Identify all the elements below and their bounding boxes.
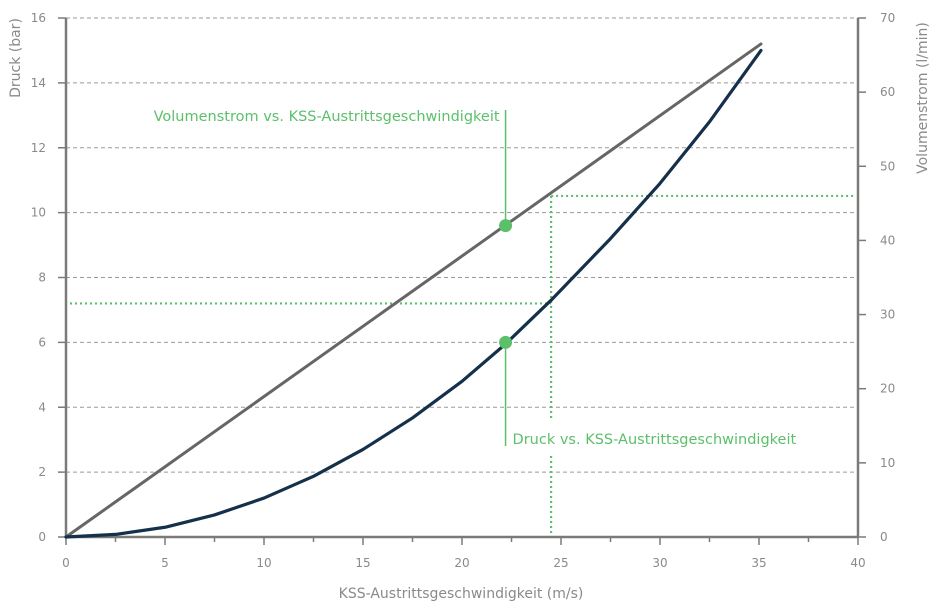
x-tick-label: 0 <box>62 556 70 570</box>
y-left-tick-label: 14 <box>31 76 46 90</box>
y-left-tick-label: 0 <box>38 530 46 544</box>
marker-flow <box>499 219 513 233</box>
annotation-pressure-label: Druck vs. KSS-Austrittsgeschwindigkeit <box>513 432 797 448</box>
y-left-tick-label: 16 <box>31 11 46 25</box>
y-axis-right-title: Volumenstrom (l/min) <box>915 22 931 174</box>
y-left-tick-label: 12 <box>31 141 46 155</box>
annotations: Volumenstrom vs. KSS-Austrittsgeschwindi… <box>154 109 797 448</box>
x-tick-label: 25 <box>553 556 568 570</box>
series-line-pressure <box>64 48 763 539</box>
y-right-tick-label: 70 <box>880 11 895 25</box>
reference-lines <box>70 194 856 533</box>
y-left-tick-label: 6 <box>38 335 46 349</box>
annotation-flow-label: Volumenstrom vs. KSS-Austrittsgeschwindi… <box>154 109 500 125</box>
y-left-tick-label: 8 <box>38 271 46 285</box>
y-left-tick-label: 4 <box>38 400 46 414</box>
y-right-tick-label: 40 <box>880 233 895 247</box>
x-tick-label: 5 <box>161 556 169 570</box>
y-right-tick-label: 50 <box>880 159 895 173</box>
series-lines <box>64 42 763 539</box>
y-right-tick-label: 30 <box>880 308 895 322</box>
axes <box>58 17 866 545</box>
y-right-tick-label: 0 <box>880 530 888 544</box>
tick-labels: 0 2 4 6 8 10 12 14 16 0 10 20 30 40 50 60 70 0 5 10 15 20 25 30… <box>31 11 896 570</box>
grid-lines <box>66 17 858 473</box>
y-right-tick-label: 10 <box>880 456 895 470</box>
x-tick-label: 10 <box>256 556 271 570</box>
series-line-flow <box>64 42 763 539</box>
x-axis-title: KSS-Austrittsgeschwindigkeit (m/s) <box>339 586 584 602</box>
x-tick-label: 30 <box>652 556 667 570</box>
y-right-tick-label: 20 <box>880 382 895 396</box>
y-right-tick-label: 60 <box>880 85 895 99</box>
x-tick-label: 40 <box>850 556 865 570</box>
x-tick-label: 20 <box>454 556 469 570</box>
y-left-tick-label: 10 <box>31 206 46 220</box>
x-tick-label: 15 <box>355 556 370 570</box>
y-axis-left-title: Druck (bar) <box>8 18 24 98</box>
y-left-tick-label: 2 <box>38 465 46 479</box>
x-tick-label: 35 <box>751 556 766 570</box>
marker-pressure <box>499 335 513 349</box>
